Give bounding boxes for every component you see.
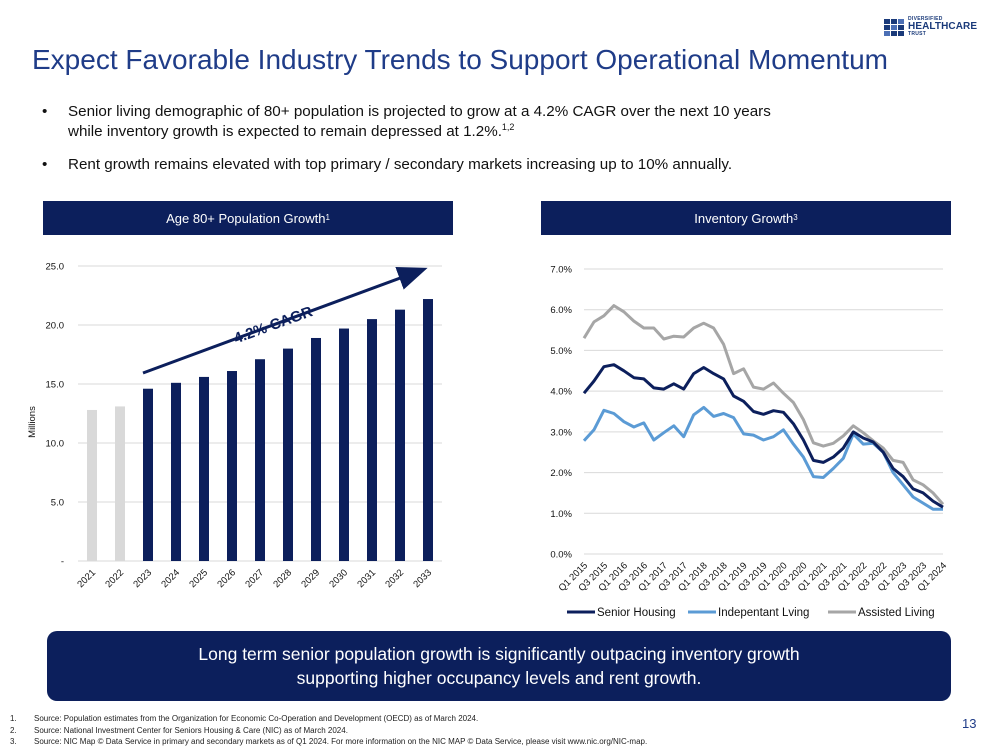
y-tick-label: 4.0%	[550, 387, 572, 398]
footnote-number: 3.	[10, 737, 17, 747]
x-tick-label: 2031	[355, 567, 378, 590]
x-tick-label: 2022	[103, 567, 126, 590]
bar-2032	[395, 309, 405, 561]
footnote-ref: 1,2	[501, 121, 515, 132]
x-tick-label: 2033	[411, 567, 434, 590]
bar-2028	[283, 348, 293, 561]
y-tick-label: 0.0%	[550, 550, 572, 561]
y-tick-label: 25.0	[46, 262, 65, 273]
legend-label: Indepentant Lving	[718, 607, 809, 619]
y-axis-label: Millions	[27, 406, 38, 438]
bullet-dot-icon: •	[42, 103, 48, 120]
right-panel-title: Inventory Growth	[694, 210, 794, 226]
y-tick-label: -	[61, 557, 64, 568]
right-panel-header: Inventory Growth 3	[541, 201, 951, 235]
callout-line: Long term senior population growth is si…	[198, 644, 800, 664]
footnote-item: 2. Source: National Investment Center for…	[10, 725, 647, 737]
population-bar-chart: -5.010.015.020.025.0 2021 2022 2023 2024 202…	[27, 262, 442, 590]
y-tick-label: 5.0%	[550, 346, 572, 357]
bullet-text: Rent growth remains elevated with top pr…	[68, 156, 733, 173]
logo-text-line1: DIVERSIFIED	[908, 16, 943, 22]
callout-line: supporting higher occupancy levels and r…	[296, 668, 702, 688]
y-tick-label: 10.0	[46, 439, 65, 450]
bar-2022	[115, 406, 125, 561]
footnote-number: 2.	[10, 725, 17, 735]
bar-2025	[199, 376, 209, 561]
y-tick-label: 20.0	[46, 321, 65, 332]
page-number: 13	[962, 716, 977, 731]
footnote-text: Source: NIC Map © Data Service in primar…	[34, 737, 648, 747]
bar-2023	[143, 388, 153, 561]
legend-label: Senior Housing	[597, 607, 676, 619]
bullet-text: while inventory growth is expected to re…	[68, 123, 502, 140]
y-tick-label: 7.0%	[550, 265, 572, 276]
x-tick-label: 2025	[187, 567, 210, 590]
bar-2027	[255, 359, 265, 561]
series-line-indepentant-lving	[582, 405, 943, 511]
left-panel-header: Age 80+ Population Growth 1	[43, 201, 453, 235]
y-tick-label: 5.0	[51, 498, 64, 509]
bullet-list: • Senior living demographic of 80+ popul…	[42, 102, 942, 188]
x-tick-label: 2029	[299, 567, 322, 590]
cagr-trend-arrow	[142, 267, 428, 375]
x-tick-label: 2026	[215, 567, 238, 590]
page-title: Expect Favorable Industry Trends to Supp…	[32, 44, 888, 75]
company-logo: DIVERSIFIED HEALTHCARE TRUST	[884, 17, 977, 37]
bar-2024	[171, 382, 181, 561]
bar-2033	[423, 299, 433, 561]
footnotes: 1. Source: Population estimates from the …	[10, 713, 647, 748]
y-tick-label: 15.0	[46, 380, 65, 391]
bar-2031	[367, 319, 377, 561]
key-takeaway-callout: Long term senior population growth is si…	[47, 631, 951, 701]
footnote-number: 1.	[10, 714, 17, 723]
y-tick-label: 1.0%	[550, 509, 572, 520]
logo-text-line3: TRUST	[908, 31, 927, 37]
y-tick-label: 2.0%	[550, 468, 572, 479]
left-panel-title: Age 80+ Population Growth	[166, 210, 326, 226]
legend-label: Assisted Living	[858, 607, 935, 619]
y-tick-label: 3.0%	[550, 427, 572, 438]
series-line-senior-housing	[582, 363, 944, 509]
bullet-dot-icon: •	[42, 156, 48, 173]
bar-2029	[311, 337, 321, 561]
x-tick-label: 2028	[271, 567, 294, 590]
series-line-assisted-living	[582, 304, 945, 506]
bar-2026	[227, 371, 237, 561]
bullet-item: • Senior living demographic of 80+ popul…	[42, 102, 942, 142]
bullet-item: • Rent growth remains elevated with top …	[42, 155, 942, 175]
x-tick-label: 2030	[327, 567, 350, 590]
x-tick-label: 2032	[383, 567, 406, 590]
footnote-item: 3. Source: NIC Map © Data Service in prim…	[10, 736, 647, 748]
footnote-item: 1. Source: Population estimates from the …	[10, 713, 647, 725]
y-tick-label: 6.0%	[550, 305, 572, 316]
logo-mark-icon	[884, 18, 904, 36]
logo-text-line2: HEALTHCARE	[908, 21, 978, 32]
footnote-text: Source: Population estimates from the Or…	[34, 714, 479, 723]
bar-2021	[87, 409, 97, 561]
bullet-text: Senior living demographic of 80+ populat…	[68, 103, 771, 120]
x-tick-label: 2021	[75, 567, 98, 590]
x-tick-label: 2024	[159, 567, 182, 590]
x-tick-label: 2027	[243, 567, 266, 590]
footnote-text: Source: National Investment Center for S…	[34, 725, 348, 735]
inventory-line-chart: 0.0%1.0%2.0%3.0%4.0%5.0%6.0%7.0% Q1 2015…	[550, 265, 949, 620]
x-tick-label: 2023	[131, 567, 154, 590]
bar-2030	[339, 328, 349, 561]
